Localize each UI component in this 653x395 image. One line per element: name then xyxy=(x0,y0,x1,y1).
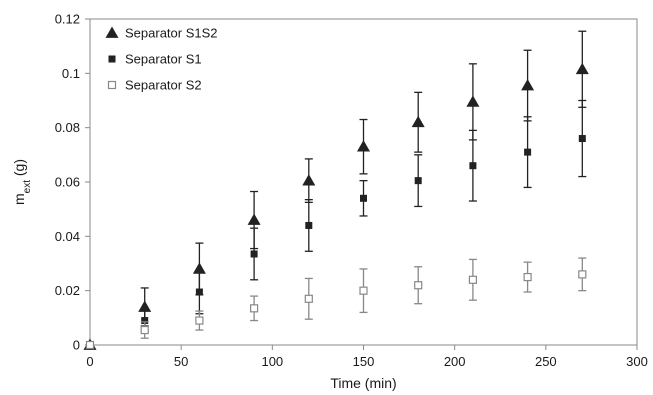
data-point-s2 xyxy=(85,340,95,350)
y-axis-title: mext (g) xyxy=(11,159,33,205)
x-tick-label: 50 xyxy=(174,354,188,369)
x-tick-label: 100 xyxy=(261,354,283,369)
legend-marker-s2 xyxy=(107,80,117,90)
y-tick-label: 0.02 xyxy=(55,283,80,298)
y-axis-ticks: 0 0.02 0.04 0.06 0.08 0.1 0.12 xyxy=(55,12,90,353)
x-tick-label: 0 xyxy=(86,354,93,369)
x-tick-label: 150 xyxy=(353,354,375,369)
data-point-s1 xyxy=(195,288,203,296)
x-axis-title: Time (min) xyxy=(330,375,396,391)
data-point-s1s2 xyxy=(575,62,589,75)
data-point-s1 xyxy=(469,162,477,170)
data-point-s2 xyxy=(140,325,149,335)
data-point-s1s2 xyxy=(192,262,206,274)
data-point-s2 xyxy=(304,294,313,303)
data-point-s1 xyxy=(578,135,586,143)
data-point-s1s2 xyxy=(466,95,480,107)
y-tick-label: 0.1 xyxy=(62,66,80,81)
legend: Separator S1S2 Separator S1 Separator S2 xyxy=(105,26,218,93)
x-tick-label: 250 xyxy=(535,354,557,369)
data-point-s1s2 xyxy=(411,115,425,128)
data-point-s1 xyxy=(414,177,422,185)
data-point-s2 xyxy=(359,286,368,295)
legend-marker-s1 xyxy=(108,55,116,63)
data-point-s2 xyxy=(250,304,259,313)
y-tick-label: 0 xyxy=(73,338,80,353)
y-tick-label: 0.08 xyxy=(55,120,80,135)
series-s1 xyxy=(86,99,587,349)
data-point-s2 xyxy=(195,316,204,325)
data-point-s2 xyxy=(468,275,477,284)
legend-label-s1s2: Separator S1S2 xyxy=(125,26,218,41)
y-tick-label: 0.12 xyxy=(55,12,80,27)
data-point-s1 xyxy=(141,317,149,325)
legend-label-s2: Separator S2 xyxy=(125,78,202,93)
series-s2 xyxy=(85,257,587,350)
y-tick-label: 0.04 xyxy=(55,229,80,244)
data-point-s1s2 xyxy=(357,140,370,152)
data-point-s2 xyxy=(414,281,423,290)
data-point-s1 xyxy=(305,221,313,229)
data-point-s1s2 xyxy=(521,79,535,91)
x-axis-ticks: 0 50 100 150 200 250 300 xyxy=(86,345,648,369)
data-point-s1s2 xyxy=(138,300,152,312)
x-tick-label: 300 xyxy=(626,354,648,369)
data-point-s1 xyxy=(250,250,258,258)
data-point-s1 xyxy=(360,194,367,202)
y-tick-label: 0.06 xyxy=(55,175,80,190)
data-point-s1s2 xyxy=(302,174,316,186)
data-point-s2 xyxy=(578,270,587,279)
x-tick-label: 200 xyxy=(444,354,466,369)
data-point-s1s2 xyxy=(247,213,261,225)
data-point-s1 xyxy=(524,148,532,156)
legend-marker-s1s2 xyxy=(105,26,119,38)
data-point-s2 xyxy=(523,272,532,282)
legend-label-s1: Separator S1 xyxy=(125,52,202,67)
series-layer xyxy=(83,30,589,350)
